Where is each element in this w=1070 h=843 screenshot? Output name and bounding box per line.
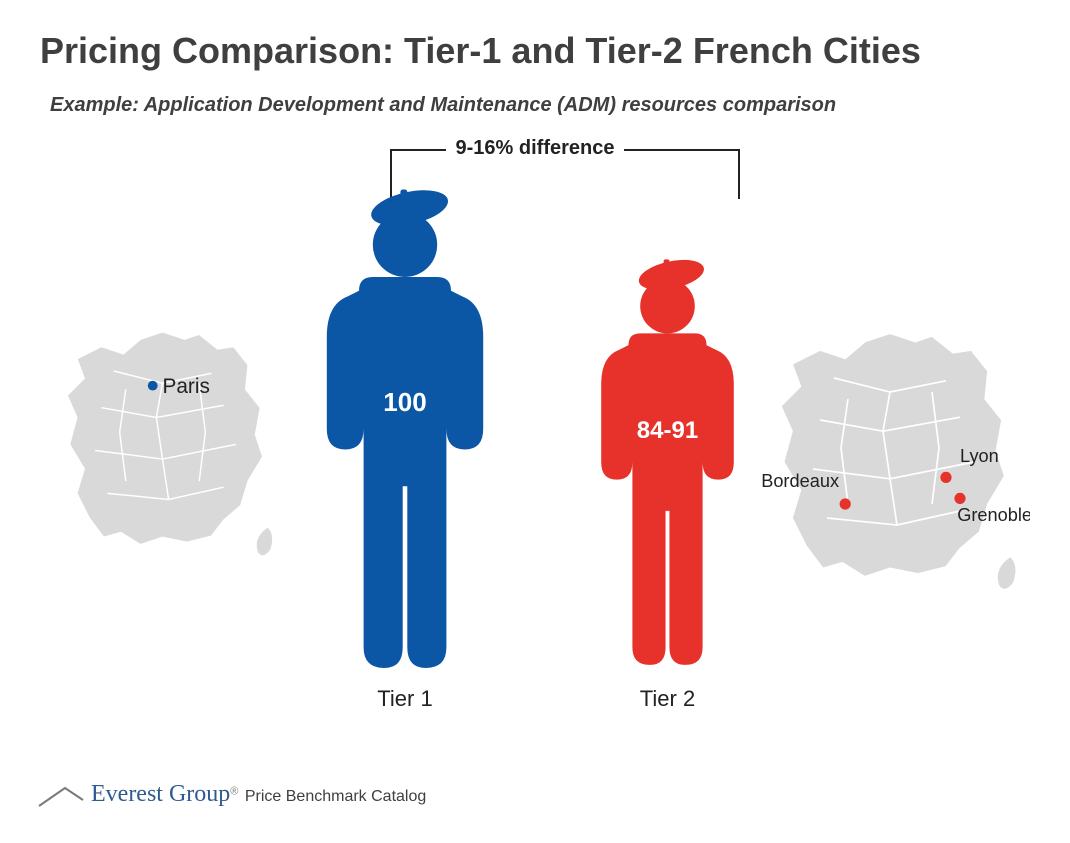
- figure-tier1: 100 Tier 1: [290, 187, 520, 707]
- logo-roof-icon: [35, 784, 85, 808]
- city-label-lyon: Lyon: [960, 446, 999, 466]
- city-label-grenoble: Grenoble: [957, 505, 1030, 525]
- city-dot-grenoble: [954, 493, 965, 504]
- map-tier2: Bordeaux Lyon Grenoble: [750, 322, 1030, 621]
- footer-brand: Everest Group: [91, 781, 230, 807]
- difference-bracket: 9-16% difference: [320, 137, 750, 160]
- comparison-stage: 9-16% difference: [40, 127, 1030, 707]
- figure-tier2: 84-91 Tier 2: [570, 257, 765, 707]
- footer: Everest Group® Price Benchmark Catalog: [35, 758, 426, 808]
- page-title: Pricing Comparison: Tier-1 and Tier-2 Fr…: [40, 30, 1030, 72]
- person-icon: [290, 187, 520, 682]
- footer-catalog: Price Benchmark Catalog: [245, 788, 426, 805]
- city-dot-lyon: [940, 472, 951, 483]
- map-tier1: Paris: [40, 322, 285, 584]
- france-silhouette-icon: [67, 332, 272, 555]
- city-label-paris: Paris: [163, 375, 210, 398]
- registered-mark-icon: ®: [230, 786, 238, 798]
- tier1-value: 100: [290, 387, 520, 418]
- city-dot-paris: [148, 381, 158, 391]
- person-icon: [570, 257, 765, 677]
- difference-label: 9-16% difference: [446, 137, 625, 160]
- city-label-bordeaux: Bordeaux: [761, 471, 839, 491]
- city-dot-bordeaux: [840, 498, 851, 509]
- tier2-value: 84-91: [570, 417, 765, 445]
- tier2-label: Tier 2: [570, 686, 765, 712]
- tier1-label: Tier 1: [290, 686, 520, 712]
- page-subtitle: Example: Application Development and Mai…: [50, 94, 1030, 117]
